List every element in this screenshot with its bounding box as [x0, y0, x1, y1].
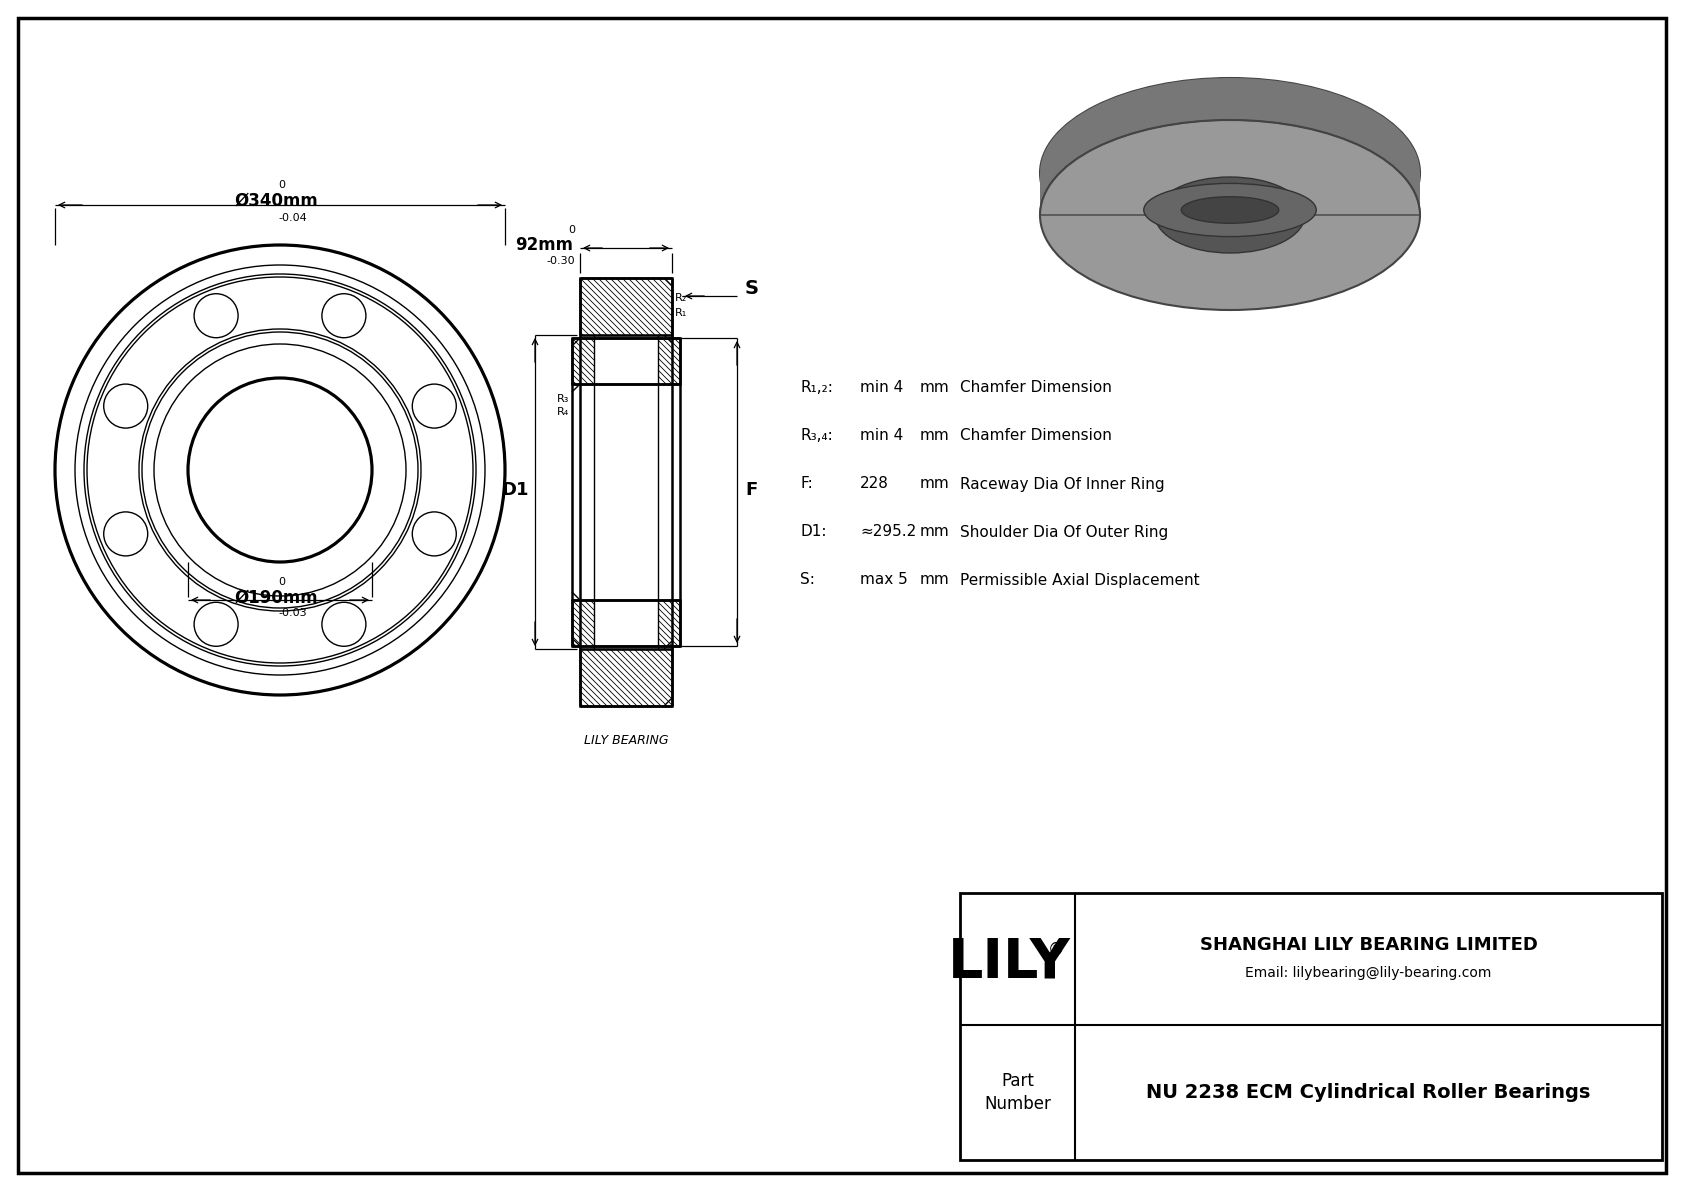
- Text: -0.30: -0.30: [546, 256, 574, 266]
- Text: mm: mm: [919, 380, 950, 395]
- Bar: [573, 600, 680, 646]
- Text: Raceway Dia Of Inner Ring: Raceway Dia Of Inner Ring: [960, 476, 1165, 492]
- Text: Shoulder Dia Of Outer Ring: Shoulder Dia Of Outer Ring: [960, 524, 1169, 540]
- Text: 0: 0: [568, 225, 574, 235]
- Text: min 4: min 4: [861, 380, 903, 395]
- Text: LILY: LILY: [948, 936, 1071, 990]
- Bar: [573, 384, 680, 600]
- Bar: [579, 649, 672, 706]
- Bar: [573, 600, 680, 646]
- Ellipse shape: [1143, 183, 1317, 237]
- Text: D1: D1: [502, 481, 529, 499]
- Text: R₂: R₂: [675, 293, 687, 303]
- Text: R₃,₄:: R₃,₄:: [800, 429, 834, 443]
- Text: Part
Number: Part Number: [983, 1072, 1051, 1114]
- Text: S:: S:: [800, 573, 815, 587]
- Text: -0.03: -0.03: [278, 607, 306, 618]
- Polygon shape: [1041, 79, 1420, 216]
- Bar: [573, 338, 680, 384]
- Text: LILY BEARING: LILY BEARING: [584, 734, 669, 747]
- Text: 92mm: 92mm: [515, 236, 573, 254]
- Text: Ø190mm: Ø190mm: [234, 590, 318, 607]
- Text: R₁: R₁: [675, 308, 687, 318]
- Ellipse shape: [1041, 77, 1420, 268]
- Text: mm: mm: [919, 476, 950, 492]
- Bar: [579, 278, 672, 335]
- Text: Chamfer Dimension: Chamfer Dimension: [960, 380, 1111, 395]
- Text: 0: 0: [278, 576, 285, 587]
- Text: ≈295.2: ≈295.2: [861, 524, 916, 540]
- Ellipse shape: [1180, 197, 1278, 223]
- Text: min 4: min 4: [861, 429, 903, 443]
- Text: R₄: R₄: [557, 407, 569, 417]
- Text: D1:: D1:: [800, 524, 827, 540]
- Text: max 5: max 5: [861, 573, 908, 587]
- Ellipse shape: [1155, 177, 1305, 252]
- Ellipse shape: [1041, 120, 1420, 310]
- Bar: [960, 893, 1662, 1160]
- Text: mm: mm: [919, 573, 950, 587]
- Text: F: F: [744, 481, 758, 499]
- Text: Email: lilybearing@lily-bearing.com: Email: lilybearing@lily-bearing.com: [1244, 966, 1492, 980]
- Bar: [579, 649, 672, 706]
- Text: SHANGHAI LILY BEARING LIMITED: SHANGHAI LILY BEARING LIMITED: [1199, 936, 1537, 954]
- Text: S: S: [744, 279, 759, 298]
- Text: -0.04: -0.04: [278, 213, 306, 223]
- Text: ®: ®: [1047, 941, 1064, 959]
- Text: R₁,₂:: R₁,₂:: [800, 380, 834, 395]
- Text: mm: mm: [919, 429, 950, 443]
- Text: Permissible Axial Displacement: Permissible Axial Displacement: [960, 573, 1199, 587]
- Bar: [594, 335, 658, 649]
- Text: 228: 228: [861, 476, 889, 492]
- Text: R₃: R₃: [557, 394, 569, 404]
- Text: Ø340mm: Ø340mm: [234, 192, 318, 210]
- Text: F:: F:: [800, 476, 813, 492]
- Bar: [579, 278, 672, 335]
- Text: Chamfer Dimension: Chamfer Dimension: [960, 429, 1111, 443]
- Text: NU 2238 ECM Cylindrical Roller Bearings: NU 2238 ECM Cylindrical Roller Bearings: [1147, 1083, 1591, 1102]
- Bar: [573, 338, 680, 384]
- Text: mm: mm: [919, 524, 950, 540]
- Text: 0: 0: [278, 180, 285, 191]
